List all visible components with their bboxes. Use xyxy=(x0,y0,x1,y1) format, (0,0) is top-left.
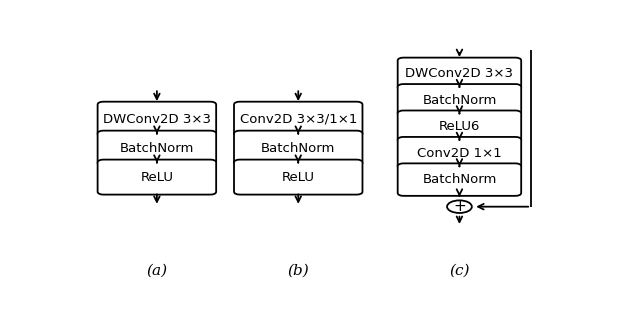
Text: ReLU: ReLU xyxy=(140,171,173,183)
Text: (a): (a) xyxy=(147,264,168,278)
FancyBboxPatch shape xyxy=(98,102,216,137)
Text: +: + xyxy=(453,199,466,214)
FancyBboxPatch shape xyxy=(397,58,521,90)
FancyBboxPatch shape xyxy=(234,131,362,166)
FancyBboxPatch shape xyxy=(397,164,521,196)
Text: BatchNorm: BatchNorm xyxy=(422,94,497,107)
FancyBboxPatch shape xyxy=(98,160,216,195)
FancyBboxPatch shape xyxy=(397,84,521,116)
Text: Conv2D 1×1: Conv2D 1×1 xyxy=(417,147,502,160)
Text: (c): (c) xyxy=(449,264,470,278)
FancyBboxPatch shape xyxy=(234,160,362,195)
Text: ReLU6: ReLU6 xyxy=(439,120,480,133)
Text: DWConv2D 3×3: DWConv2D 3×3 xyxy=(103,113,211,126)
Text: ReLU: ReLU xyxy=(282,171,315,183)
FancyBboxPatch shape xyxy=(397,111,521,143)
Text: BatchNorm: BatchNorm xyxy=(422,173,497,186)
Text: BatchNorm: BatchNorm xyxy=(261,142,335,155)
FancyBboxPatch shape xyxy=(397,137,521,169)
Circle shape xyxy=(447,200,472,213)
Text: DWConv2D 3×3: DWConv2D 3×3 xyxy=(406,67,513,80)
Text: Conv2D 3×3/1×1: Conv2D 3×3/1×1 xyxy=(239,113,357,126)
Text: BatchNorm: BatchNorm xyxy=(120,142,194,155)
FancyBboxPatch shape xyxy=(234,102,362,137)
Text: (b): (b) xyxy=(287,264,309,278)
FancyBboxPatch shape xyxy=(98,131,216,166)
